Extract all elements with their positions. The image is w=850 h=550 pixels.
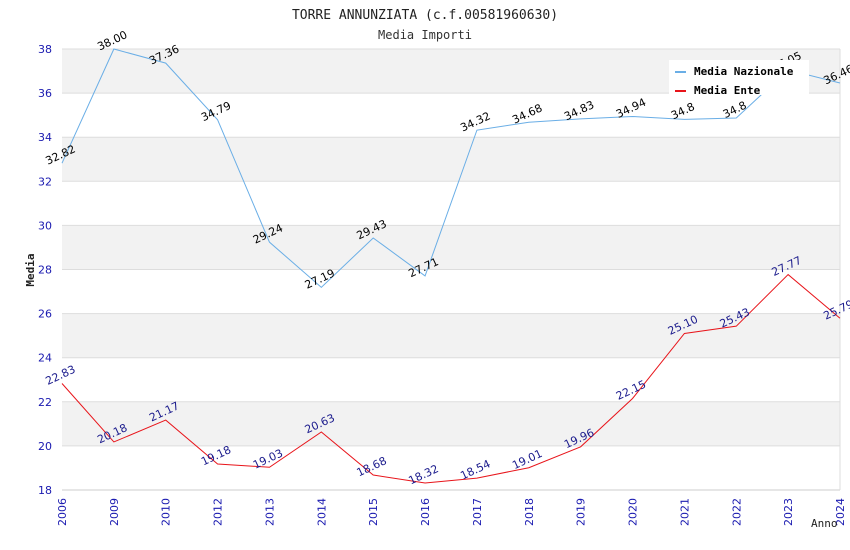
chart-title: TORRE ANNUNZIATA (c.f.00581960630)	[292, 8, 558, 23]
y-tick-label: 38	[38, 43, 52, 56]
x-tick-label: 2020	[627, 498, 640, 526]
grid-band	[62, 137, 840, 182]
grid-band	[62, 93, 840, 138]
grid-band	[62, 225, 840, 270]
y-tick-label: 22	[38, 396, 52, 409]
x-tick-label: 2009	[108, 498, 121, 526]
grid-band	[62, 357, 840, 402]
y-tick-label: 30	[38, 219, 52, 232]
chart-subtitle: Media Importi	[378, 28, 472, 42]
x-tick-label: 2015	[367, 498, 380, 526]
x-tick-label: 2014	[315, 498, 328, 526]
legend-label-media-nazionale: Media Nazionale	[694, 65, 794, 78]
x-axis: 2006 2009 2010 2012 2013 2014 2015 2016 2017 2018…	[56, 498, 847, 526]
y-tick-label: 36	[38, 87, 52, 100]
y-axis-label: Media	[24, 253, 37, 286]
x-tick-label: 2006	[56, 498, 69, 526]
series-lines	[61, 48, 841, 484]
y-tick-label: 24	[38, 352, 52, 365]
grid-band	[62, 269, 840, 314]
x-axis-label: Anno	[811, 517, 838, 530]
x-tick-label: 2022	[730, 498, 743, 526]
x-tick-label: 2018	[523, 498, 536, 526]
x-tick-label: 2023	[782, 498, 795, 526]
x-tick-label: 2017	[471, 498, 484, 526]
y-tick-label: 34	[38, 131, 52, 144]
grid-band	[62, 445, 840, 490]
y-tick-label: 26	[38, 308, 52, 321]
grid-band	[62, 401, 840, 446]
x-tick-label: 2010	[160, 498, 173, 526]
grid-bands	[62, 48, 841, 491]
legend: Media Nazionale Media Ente	[669, 60, 809, 97]
grid-band	[62, 313, 840, 358]
series-line-media-ente	[61, 273, 841, 484]
series-line-media-nazionale	[61, 48, 841, 289]
legend-label-media-ente: Media Ente	[694, 84, 761, 97]
x-tick-label: 2016	[419, 498, 432, 526]
x-tick-label: 2019	[575, 498, 588, 526]
x-tick-label: 2013	[263, 498, 276, 526]
y-axis: 18 20 22 24 26 28 30 32 34 36 38	[38, 43, 52, 497]
legend-box	[669, 60, 809, 95]
x-tick-label: 2012	[212, 498, 225, 526]
x-tick-label: 2024	[834, 498, 847, 526]
y-tick-label: 18	[38, 484, 52, 497]
y-tick-label: 20	[38, 440, 52, 453]
y-tick-label: 32	[38, 175, 52, 188]
y-tick-label: 28	[38, 264, 52, 277]
x-tick-label: 2021	[678, 498, 691, 526]
